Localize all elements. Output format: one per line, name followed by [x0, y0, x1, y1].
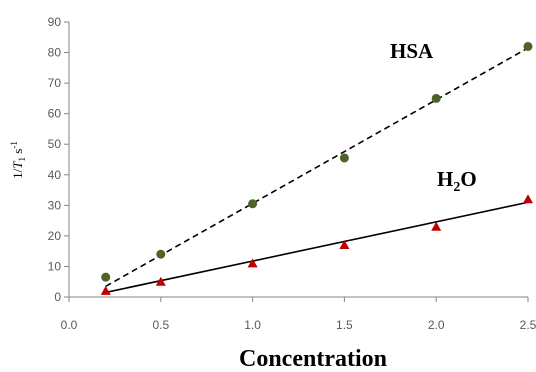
- x-tick-label: 0.0: [61, 318, 78, 332]
- series-label-h2o: H2O: [437, 167, 477, 195]
- data-point-hsa: [339, 153, 349, 163]
- y-tick-label: 80: [48, 46, 62, 60]
- y-axis-label: 1/T1 s-1: [9, 141, 27, 179]
- data-point-hsa: [431, 93, 441, 103]
- axes: [68, 22, 528, 298]
- x-tick-label: 0.5: [152, 318, 169, 332]
- series-label-hsa: HSA: [390, 39, 434, 63]
- data-point-hsa: [101, 272, 111, 282]
- data-point-h2o: [100, 285, 111, 295]
- y-tick-label: 90: [48, 15, 62, 29]
- data-point-hsa: [156, 249, 166, 259]
- y-tick-label: 20: [48, 229, 62, 243]
- fit-line-hsa: [105, 47, 529, 288]
- x-axis-label: Concentration: [239, 346, 387, 372]
- data-point-h2o: [431, 221, 442, 231]
- y-tick-label: 10: [48, 259, 62, 273]
- data-point-h2o: [155, 276, 166, 286]
- fit-line-h2o: [105, 201, 529, 294]
- x-tick-label: 1.0: [244, 318, 261, 332]
- x-tick-label: 2.5: [520, 318, 536, 332]
- y-axis-ticks: 0 10 20 30 40 50 60 70 80 90: [48, 15, 69, 304]
- x-tick-label: 2.0: [428, 318, 445, 332]
- data-point-hsa: [523, 41, 533, 51]
- y-tick-label: 50: [48, 137, 62, 151]
- data-point-h2o: [247, 258, 258, 268]
- data-point-hsa: [248, 199, 258, 209]
- y-tick-label: 30: [48, 198, 62, 212]
- data-points: [100, 41, 533, 295]
- y-tick-label: 70: [48, 76, 62, 90]
- x-tick-label: 1.5: [336, 318, 353, 332]
- y-tick-label: 60: [48, 107, 62, 121]
- fit-lines: [105, 47, 529, 294]
- x-axis-ticks: 0.0 0.5 1.0 1.5 2.0 2.5: [61, 297, 536, 332]
- y-tick-label: 0: [54, 290, 61, 304]
- y-tick-label: 40: [48, 168, 62, 182]
- data-point-h2o: [523, 194, 533, 204]
- data-point-h2o: [339, 240, 350, 250]
